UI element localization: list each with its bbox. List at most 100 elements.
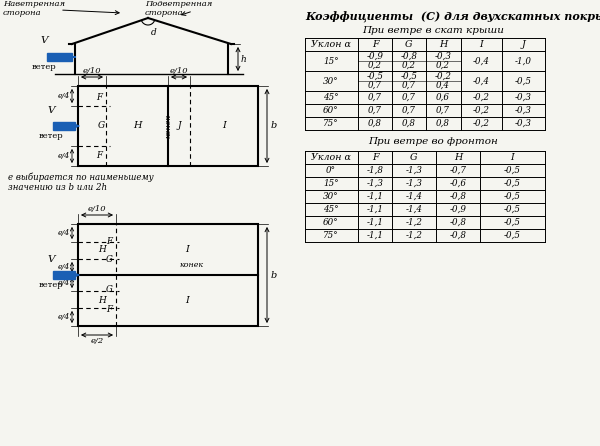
Text: -1,1: -1,1 — [367, 231, 383, 240]
Text: ветер: ветер — [38, 281, 64, 289]
Text: e/4: e/4 — [58, 92, 70, 100]
Text: 0,7: 0,7 — [368, 106, 382, 115]
Text: -1,1: -1,1 — [367, 192, 383, 201]
Text: J: J — [521, 40, 525, 49]
Text: -0,5: -0,5 — [503, 166, 521, 175]
Text: -1,1: -1,1 — [367, 218, 383, 227]
Text: H: H — [133, 121, 141, 131]
Text: H: H — [439, 40, 447, 49]
Text: 0,8: 0,8 — [368, 119, 382, 128]
Text: 75°: 75° — [323, 119, 339, 128]
Text: 0,8: 0,8 — [402, 119, 416, 128]
Text: H: H — [98, 296, 106, 305]
Text: 45°: 45° — [323, 93, 339, 102]
Text: G: G — [405, 40, 413, 49]
Text: -1,3: -1,3 — [367, 179, 383, 188]
Text: -1,4: -1,4 — [406, 192, 422, 201]
Text: 15°: 15° — [323, 179, 339, 188]
Text: -1,2: -1,2 — [406, 218, 422, 227]
Text: -0,5: -0,5 — [503, 231, 521, 240]
Text: 0,7: 0,7 — [436, 106, 450, 115]
Text: 30°: 30° — [323, 192, 339, 201]
Text: 75°: 75° — [323, 231, 339, 240]
Text: -0,3: -0,3 — [515, 93, 532, 102]
Text: -0,8: -0,8 — [449, 231, 467, 240]
Text: I: I — [222, 121, 226, 131]
Text: 0,8: 0,8 — [436, 119, 450, 128]
Text: b: b — [271, 121, 277, 131]
Text: -1,0: -1,0 — [515, 57, 532, 66]
Bar — [53, 271, 75, 279]
Text: -0,8: -0,8 — [449, 192, 467, 201]
Text: V: V — [40, 36, 48, 45]
Text: F: F — [96, 150, 102, 160]
Text: F: F — [106, 236, 112, 245]
Text: конек: конек — [164, 114, 172, 138]
Text: h: h — [241, 54, 247, 63]
Bar — [47, 53, 72, 61]
Text: e/4: e/4 — [58, 229, 70, 237]
Text: Уклон α: Уклон α — [311, 153, 351, 162]
Text: 0°: 0° — [326, 166, 336, 175]
Text: -0,4: -0,4 — [473, 77, 490, 86]
Text: ветер: ветер — [38, 132, 64, 140]
Text: -0,9: -0,9 — [367, 52, 383, 61]
Text: I: I — [185, 296, 189, 305]
Text: G: G — [97, 121, 104, 131]
Text: 60°: 60° — [323, 106, 339, 115]
Text: -0,9: -0,9 — [449, 205, 467, 214]
Text: 15°: 15° — [323, 57, 339, 66]
Text: -0,2: -0,2 — [473, 106, 490, 115]
Text: F: F — [371, 153, 379, 162]
Text: e/4: e/4 — [58, 313, 70, 321]
Text: V: V — [47, 255, 55, 264]
Text: I: I — [185, 245, 189, 254]
Text: Наветренная
сторона: Наветренная сторона — [3, 0, 65, 17]
Text: -0,5: -0,5 — [515, 77, 532, 86]
Text: 0,7: 0,7 — [402, 81, 416, 90]
Text: -0,5: -0,5 — [401, 72, 418, 81]
Text: 0,7: 0,7 — [402, 106, 416, 115]
Text: -1,3: -1,3 — [406, 179, 422, 188]
Text: Коэффициенты  (С) для двухскатных покрытий:: Коэффициенты (С) для двухскатных покрыти… — [305, 10, 600, 22]
Text: -0,5: -0,5 — [503, 205, 521, 214]
Text: -0,2: -0,2 — [434, 72, 452, 81]
Text: -0,4: -0,4 — [473, 57, 490, 66]
Text: F: F — [96, 92, 102, 102]
Text: e/10: e/10 — [170, 67, 188, 75]
Text: G: G — [106, 285, 112, 294]
Text: G: G — [106, 256, 112, 264]
Text: d: d — [151, 28, 157, 37]
Text: -0,8: -0,8 — [449, 218, 467, 227]
Text: e/2: e/2 — [91, 337, 104, 345]
Text: конек: конек — [180, 261, 204, 269]
Text: При ветре в скат крыши: При ветре в скат крыши — [362, 26, 504, 35]
Text: e/10: e/10 — [88, 205, 106, 213]
Text: -0,8: -0,8 — [401, 52, 418, 61]
Text: Подветренная
сторона: Подветренная сторона — [145, 0, 212, 17]
Text: -0,3: -0,3 — [515, 106, 532, 115]
Text: -1,1: -1,1 — [367, 205, 383, 214]
Text: -1,4: -1,4 — [406, 205, 422, 214]
Text: 0,4: 0,4 — [436, 81, 450, 90]
Text: Уклон α: Уклон α — [311, 40, 351, 49]
Text: 30°: 30° — [323, 77, 339, 86]
Text: 0,7: 0,7 — [402, 93, 416, 102]
Text: V: V — [47, 106, 55, 115]
Text: -1,8: -1,8 — [367, 166, 383, 175]
Text: e/4: e/4 — [58, 279, 70, 287]
Text: -0,2: -0,2 — [473, 93, 490, 102]
Text: -0,6: -0,6 — [449, 179, 467, 188]
Text: 45°: 45° — [323, 205, 339, 214]
Text: I: I — [479, 40, 483, 49]
Text: H: H — [98, 245, 106, 254]
Text: 0,7: 0,7 — [368, 81, 382, 90]
Text: При ветре во фронтон: При ветре во фронтон — [368, 137, 498, 146]
Text: H: H — [454, 153, 462, 162]
Bar — [78, 86, 258, 166]
Text: e выбирается по наименьшему
значению из b или 2h: e выбирается по наименьшему значению из … — [8, 172, 154, 192]
Text: I: I — [510, 153, 514, 162]
Text: -1,3: -1,3 — [406, 166, 422, 175]
Text: 60°: 60° — [323, 218, 339, 227]
Text: 0,7: 0,7 — [368, 93, 382, 102]
